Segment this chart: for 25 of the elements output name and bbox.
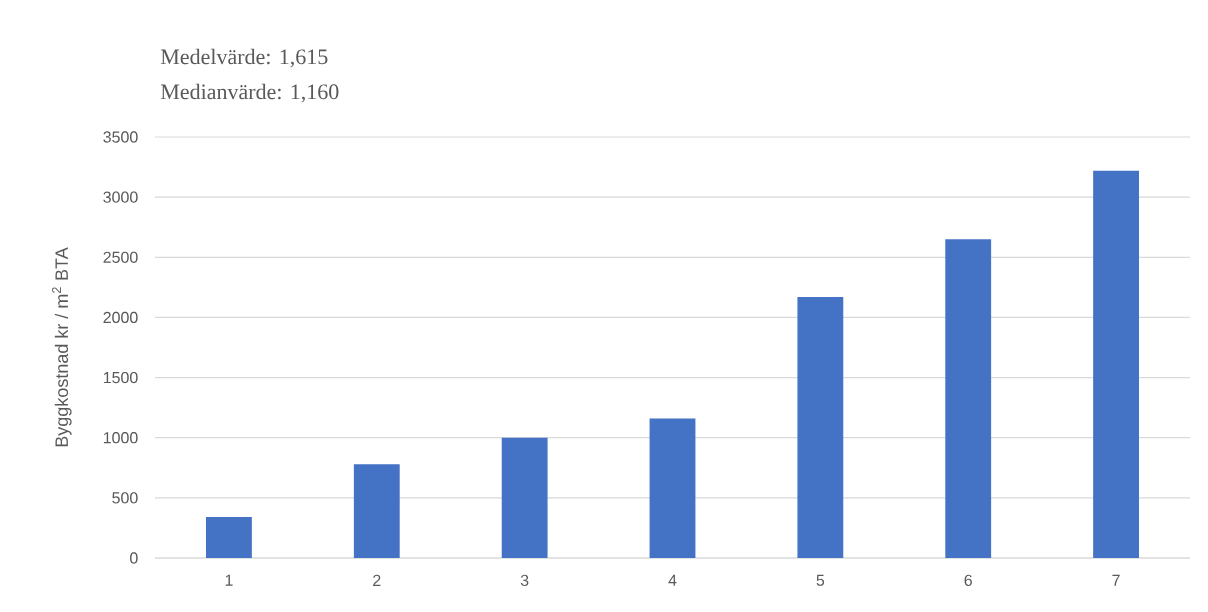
text: Medelvärde: 1,615: [160, 48, 328, 68]
y-tick-label: 2500: [103, 251, 138, 263]
x-tick-label: 6: [964, 574, 972, 587]
bar: [797, 296, 844, 558]
y-tick-label: 0: [130, 552, 138, 564]
y-tick-label: 500: [112, 492, 138, 504]
x-tick-label: 7: [1112, 574, 1120, 586]
y-tick-label: 3000: [103, 191, 138, 203]
text: Medianvärde: 1,160: [160, 83, 339, 103]
x-tick-label: 2: [373, 574, 381, 586]
y-axis-title: Byggkostnad kr / m$^{2}$ BTA: [52, 247, 72, 447]
y-tick-label: 1500: [103, 371, 138, 384]
bar: [1093, 170, 1139, 558]
y-tick-label: 1000: [103, 432, 138, 444]
bar: [353, 464, 400, 558]
bar: [649, 418, 696, 558]
x-tick-label: 4: [668, 574, 677, 586]
x-tick-label: 3: [520, 574, 529, 587]
y-tick-label: 3500: [103, 131, 138, 143]
y-tick-label: 2000: [103, 311, 138, 324]
x-tick-label: 5: [816, 574, 825, 586]
bar: [206, 517, 252, 558]
x-tick-label: 1: [225, 574, 233, 586]
bar: [945, 239, 992, 558]
bar: [501, 437, 548, 558]
